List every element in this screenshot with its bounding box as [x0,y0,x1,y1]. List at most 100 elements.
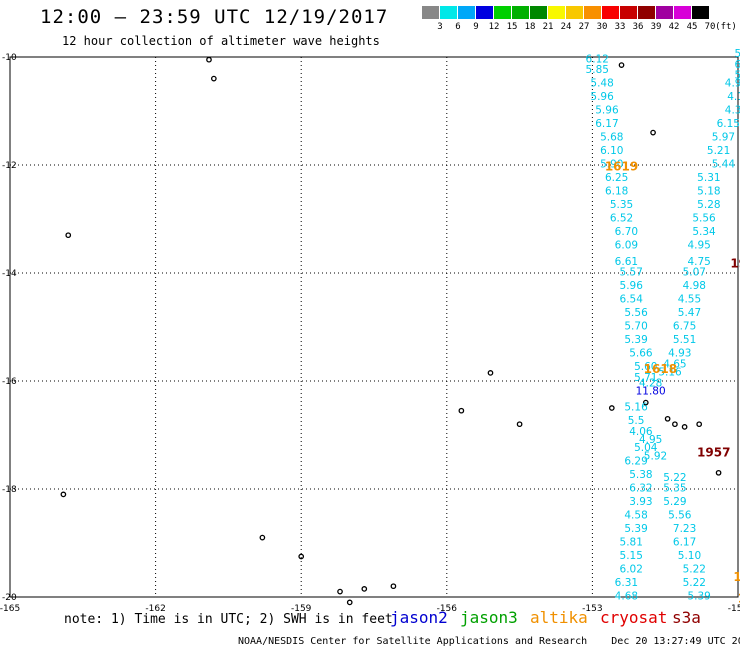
wave-height-value: 5.7 [735,70,740,82]
legend-swatch [422,6,439,19]
legend-label: 12 [488,22,500,32]
pass-number: 1619 [605,159,638,173]
wave-height-value: 5.15 [620,550,643,562]
wave-height-value: 5.22 [663,472,686,484]
map-title: 12:00 — 23:59 UTC 12/19/2017 [40,6,389,28]
legend-swatch [512,6,529,19]
wave-height-value: 7.23 [673,523,696,535]
island-marker [346,599,353,606]
island-marker [458,407,465,414]
wave-height-value: 4.95 [687,240,710,252]
wave-height-value: 5.10 [678,550,701,562]
legend-swatch [620,6,637,19]
island-marker [361,586,368,592]
wave-height-value: 6.32 [629,483,652,495]
legend-swatch [530,6,547,19]
footnote: note: 1) Time is in UTC; 2) SWH is in fe… [64,612,393,627]
wave-height-value: 5.57 [620,267,643,279]
island-marker [65,232,72,239]
satellite-jason3: jason3 [460,608,518,627]
legend-swatch [476,6,493,19]
wave-height-value: 5.39 [624,334,647,346]
island-marker [696,421,703,428]
wave-height-value: 5.90 [600,159,623,171]
wave-height-value: 5.04 [634,442,658,454]
wave-height-value: 6.25 [605,172,628,184]
wave-height-value: 5.44 [712,159,736,171]
satellite-s3a: s3a [672,608,701,627]
island-marker [664,415,671,422]
wave-height-value: 3.93 [629,496,652,508]
map-subtitle: 12 hour collection of altimeter wave hei… [62,34,380,48]
island-marker [681,424,688,430]
legend-label: 39 [650,22,662,32]
lon-tick-label: -165 [0,604,20,614]
island-marker [650,129,656,136]
satellite-altika: altika [530,608,588,627]
island-marker [259,534,266,541]
wave-height-value: 5.81 [620,537,643,549]
lat-tick-label: -18 [2,485,17,495]
legend-label: 21 [542,22,554,32]
wave-height-value: 5.97 [712,132,735,144]
wave-height-value: 11.80 [636,386,666,398]
wave-height-value: 5.16 [658,367,682,379]
wave-height-value: 5.31 [697,172,720,184]
island-marker [672,421,678,428]
wave-height-value: 4.06 [629,426,653,438]
legend-swatch [674,6,691,19]
pass-number: 1617 [733,570,740,584]
wave-height-value: 5.68 [600,132,623,144]
wave-height-value: 6.17 [595,118,618,130]
wave-height-value: 5.60 [634,361,657,373]
satellite-jason2: jason2 [390,608,448,627]
wave-height-value: 4.95 [639,434,662,446]
wave-height-value: 5.16 [624,402,648,414]
legend-swatch [458,6,475,19]
legend-swatch [602,6,619,19]
wave-height-value: 5.4 [735,48,740,60]
lon-tick-label: -153 [582,604,602,614]
wave-height-value: 5.28 [697,199,720,211]
legend-label: 15 [506,22,518,32]
credit-line: NOAA/NESDIS Center for Satellite Applica… [238,636,740,647]
legend-swatch [692,6,709,19]
wave-height-value: 5.35 [610,199,633,211]
wave-height-value: 4.55 [678,294,701,306]
wave-height-value: 5.34 [692,226,716,238]
wave-height-value: 5.96 [595,105,619,117]
island-marker [298,553,305,560]
legend-swatch [638,6,655,19]
pass-number: 195 [730,257,740,271]
wave-height-value: 5.71 [634,372,657,384]
wave-height-value: 5.56 [692,213,716,225]
lat-tick-label: -16 [2,377,17,387]
map-frame [9,56,739,598]
legend-label: 27 [578,22,590,32]
wave-height-value: 4.98 [683,280,706,292]
legend-swatch [440,6,457,19]
wave-height-value: 5.70 [624,321,647,333]
lon-tick-label: -159 [291,604,312,614]
wave-height-value: 5.07 [683,267,706,279]
legend-label: 45 [686,22,698,32]
wave-height-value: 6.18 [605,186,628,198]
wave-height-value: 5.85 [586,64,609,76]
wave-height-value: 5.18 [697,186,720,198]
wave-height-value: 4.9 [725,78,740,90]
legend-label: 24 [560,22,572,32]
wave-height-value: 5.56 [624,307,648,319]
lat-tick-label: -10 [2,53,17,63]
island-marker [618,62,625,68]
lat-tick-label: -14 [2,269,17,279]
wave-height-value: 5.29 [663,496,686,508]
wave-height-value: 6.54 [620,294,644,306]
wave-height-value: 6.17 [673,537,696,549]
island-marker [337,588,343,595]
island-marker [608,405,615,411]
wave-height-value: 6.52 [610,213,633,225]
wave-height-value: 5.35 [663,483,686,495]
wave-height-value: 5.38 [629,469,652,481]
wave-height-value: 6.09 [615,240,638,252]
